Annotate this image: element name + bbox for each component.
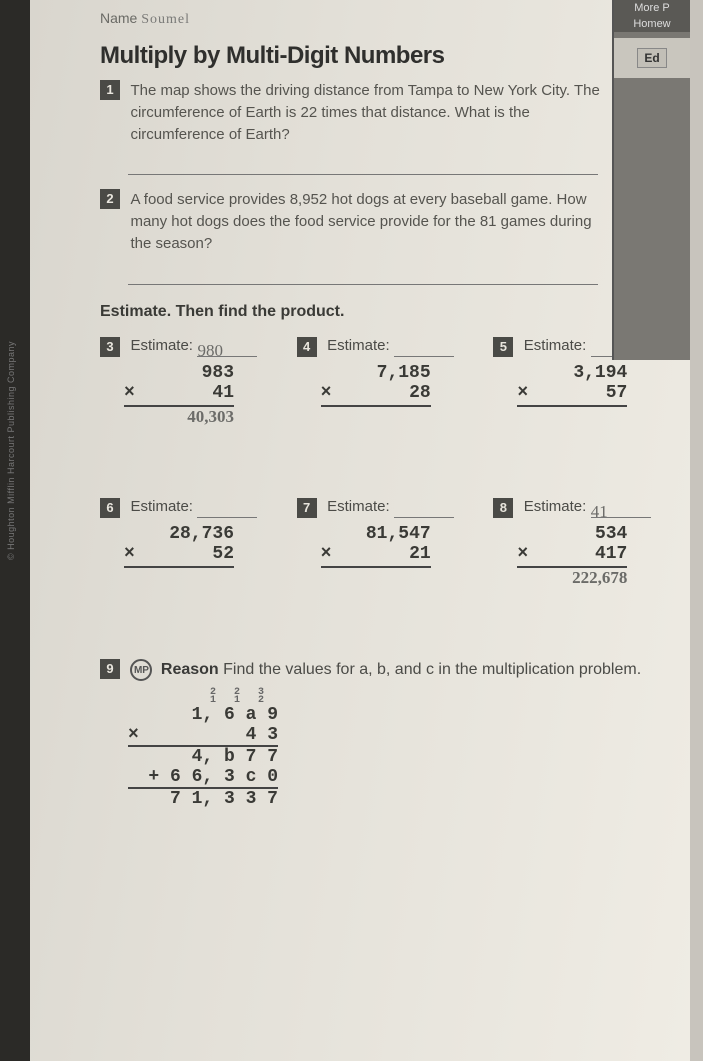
p4-estimate-label: Estimate:: [327, 337, 390, 354]
times-icon: ×: [321, 383, 332, 403]
q2-answer-line[interactable]: [128, 263, 598, 285]
p3-estimate-label: Estimate:: [130, 337, 193, 354]
publisher-text: © Houghton Mifflin Harcourt Publishing C…: [6, 341, 16, 560]
problem-4: 4 Estimate: 7,185 × 28: [297, 337, 464, 428]
p5-multiplicand: 3,194: [517, 363, 627, 383]
p7-multiplicand: 81,547: [321, 524, 431, 544]
p4-multiplier: 28: [409, 383, 431, 403]
p4-multiplier-row: × 28: [321, 383, 431, 407]
times-icon: ×: [517, 544, 528, 564]
times-icon: ×: [321, 544, 332, 564]
q1-answer-line[interactable]: [128, 153, 598, 175]
q9-reason-label: Reason: [161, 661, 219, 678]
p7-number: 7: [297, 498, 317, 518]
p3-number: 3: [100, 337, 120, 357]
p3-estimate-value[interactable]: 980: [197, 341, 257, 357]
page-title: Multiply by Multi-Digit Numbers: [100, 42, 660, 70]
p8-estimate-label: Estimate:: [524, 498, 587, 515]
name-row: Name Soumel: [100, 10, 660, 28]
p6-multiplier-row: × 52: [124, 544, 234, 568]
times-icon: ×: [124, 544, 135, 564]
p7-estimate-blank[interactable]: [394, 502, 454, 518]
problems-row-2: 6 Estimate: 28,736 × 52 7 Estimate: 81,54…: [100, 498, 660, 589]
right-margin-strip: More P Homew Ed: [612, 0, 690, 360]
p4-number: 4: [297, 337, 317, 357]
q9-number: 9: [100, 659, 120, 679]
problem-3: 3 Estimate: 980 983 × 41 40,303: [100, 337, 267, 428]
name-label: Name: [100, 10, 137, 26]
q9-carry-row-2: 1 1 2: [128, 697, 278, 705]
p6-estimate-label: Estimate:: [130, 498, 193, 515]
q9-row-1: 1, 6 a 9: [128, 705, 278, 725]
p6-multiplicand: 28,736: [124, 524, 234, 544]
p7-multiplier-row: × 21: [321, 544, 431, 568]
p6-number: 6: [100, 498, 120, 518]
p8-multiplier-row: × 417: [517, 544, 627, 568]
ed-badge: Ed: [637, 48, 666, 68]
problem-6: 6 Estimate: 28,736 × 52: [100, 498, 267, 589]
p5-multiplier-row: × 57: [517, 383, 627, 407]
p3-multiplicand: 983: [124, 363, 234, 383]
p3-multiplication: 983 × 41 40,303: [124, 363, 234, 428]
q9-row-3: 4, b 7 7: [128, 745, 278, 767]
p8-estimate-value[interactable]: 41: [591, 502, 651, 518]
worksheet-page: More P Homew Ed Name Soumel Multiply by …: [30, 0, 690, 1061]
q2-number: 2: [100, 189, 120, 209]
p5-number: 5: [493, 337, 513, 357]
p3-multiplier-row: × 41: [124, 383, 234, 407]
p8-answer[interactable]: 222,678: [572, 568, 627, 587]
problem-7: 7 Estimate: 81,547 × 21: [297, 498, 464, 589]
ed-badge-container: Ed: [614, 38, 690, 78]
question-2: 2 A food service provides 8,952 hot dogs…: [100, 189, 660, 284]
problem-8: 8 Estimate: 41 534 × 417 222,678: [493, 498, 660, 589]
p7-multiplier: 21: [409, 544, 431, 564]
p5-multiplier: 57: [606, 383, 628, 403]
section-header: Estimate. Then find the product.: [100, 303, 660, 321]
q9-row-4: + 6 6, 3 c 0: [128, 767, 278, 787]
q9-long-multiplication: 2 2 3 1 1 2 1, 6 a 9 ×4 3 4, b 7 7 + 6 6…: [128, 689, 278, 809]
problems-row-1: 3 Estimate: 980 983 × 41 40,303 4 Estimat…: [100, 337, 660, 428]
name-handwritten: Soumel: [141, 12, 190, 27]
header-homework: Homew: [614, 16, 690, 32]
mp-badge-icon: MP: [130, 659, 152, 681]
header-more-practice: More P: [614, 0, 690, 16]
q9-row-2: ×4 3: [128, 725, 278, 745]
p5-estimate-label: Estimate:: [524, 337, 587, 354]
q1-text: The map shows the driving distance from …: [130, 80, 600, 145]
q9-text: Find the values for a, b, and c in the m…: [223, 661, 641, 678]
p7-estimate-label: Estimate:: [327, 498, 390, 515]
q2-text: A food service provides 8,952 hot dogs a…: [130, 189, 600, 254]
p8-multiplication: 534 × 417 222,678: [517, 524, 627, 589]
question-1: 1 The map shows the driving distance fro…: [100, 80, 660, 175]
times-icon: ×: [128, 725, 139, 745]
p4-multiplicand: 7,185: [321, 363, 431, 383]
p3-multiplier: 41: [212, 383, 234, 403]
p6-estimate-blank[interactable]: [197, 502, 257, 518]
times-icon: ×: [517, 383, 528, 403]
p4-multiplication: 7,185 × 28: [321, 363, 431, 407]
p5-multiplication: 3,194 × 57: [517, 363, 627, 407]
p6-multiplication: 28,736 × 52: [124, 524, 234, 568]
p8-multiplicand: 534: [517, 524, 627, 544]
times-icon: ×: [124, 383, 135, 403]
q9-row-5: 7 1, 3 3 7: [128, 787, 278, 809]
p4-estimate-blank[interactable]: [394, 341, 454, 357]
p3-answer[interactable]: 40,303: [187, 407, 234, 426]
p7-multiplication: 81,547 × 21: [321, 524, 431, 568]
p8-number: 8: [493, 498, 513, 518]
question-9: 9 MP Reason Find the values for a, b, an…: [100, 659, 660, 809]
p6-multiplier: 52: [212, 544, 234, 564]
q1-number: 1: [100, 80, 120, 100]
p8-multiplier: 417: [595, 544, 627, 564]
